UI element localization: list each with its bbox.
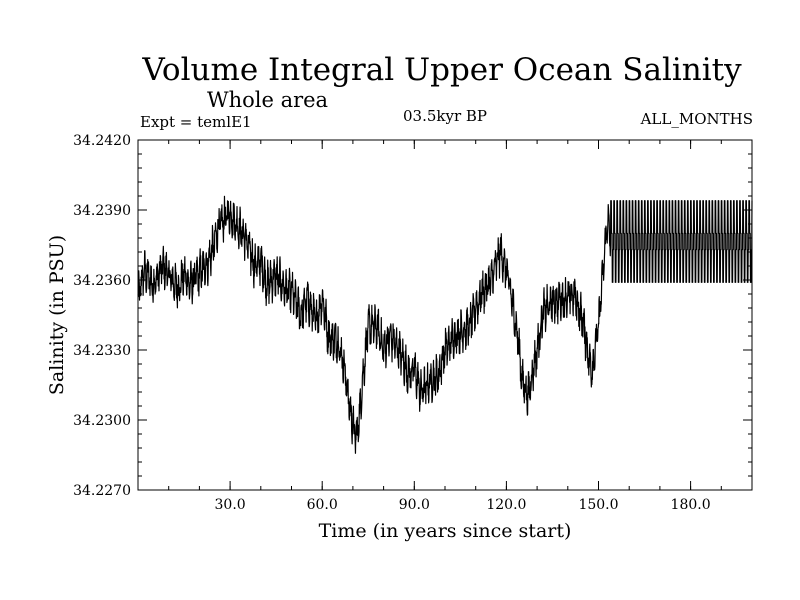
plot-frame	[137, 139, 753, 491]
chart-subtitle: Whole area	[207, 88, 329, 112]
x-tick-label: 60.0	[307, 497, 338, 513]
months-label: ALL_MONTHS	[640, 110, 753, 128]
y-tick-label: 34.2300	[73, 413, 131, 429]
experiment-label: Expt = temlE1	[140, 113, 252, 131]
y-tick-label: 34.2270	[73, 483, 131, 499]
salinity-series-line	[137, 195, 753, 454]
x-tick-label: 180.0	[671, 497, 711, 513]
x-tick-label: 120.0	[486, 497, 526, 513]
x-axis-label: Time (in years since start)	[318, 520, 572, 542]
y-tick-label: 34.2330	[73, 343, 131, 359]
chart-title: Volume Integral Upper Ocean Salinity	[142, 52, 742, 88]
y-tick-label: 34.2420	[73, 133, 131, 149]
x-tick-label: 90.0	[399, 497, 430, 513]
x-tick-label: 150.0	[578, 497, 618, 513]
y-tick-label: 34.2360	[73, 273, 131, 289]
x-tick-label: 30.0	[215, 497, 246, 513]
y-tick-label: 34.2390	[73, 203, 131, 219]
period-label: 03.5kyr BP	[403, 107, 488, 125]
